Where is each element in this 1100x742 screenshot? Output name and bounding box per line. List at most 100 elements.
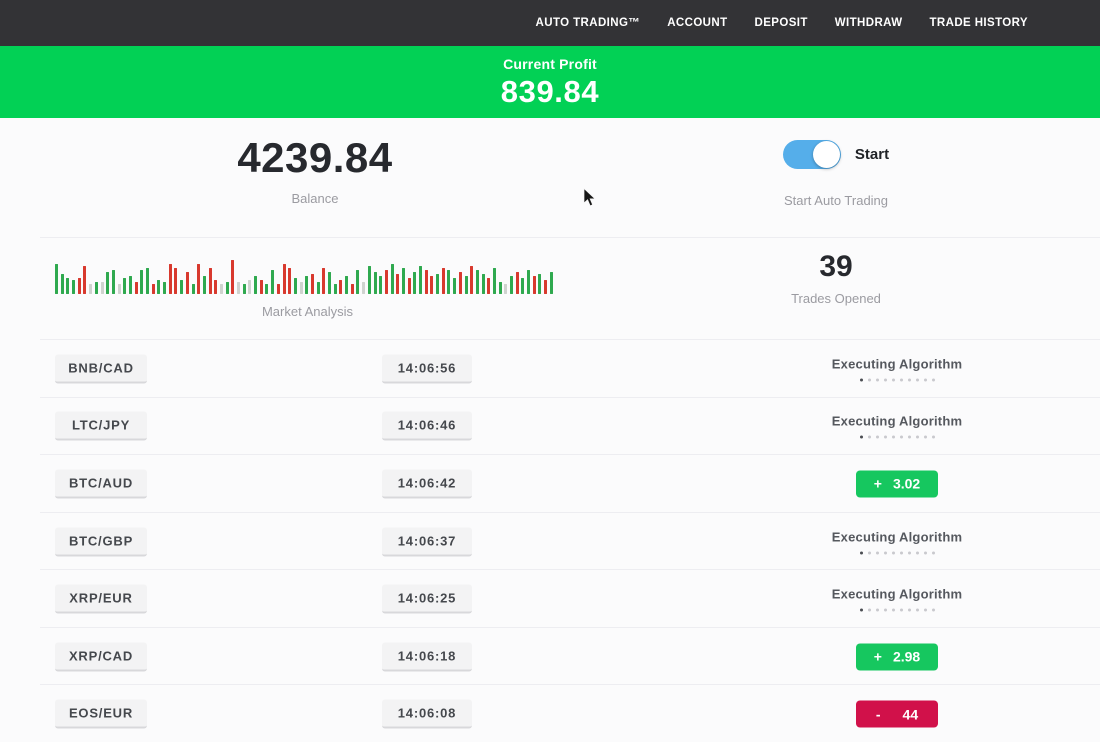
market-analysis-caption: Market Analysis: [261, 304, 354, 319]
candle-bar: [390, 264, 394, 294]
candle-bar: [168, 264, 172, 294]
pair-badge: LTC/JPY: [55, 411, 147, 441]
candle-bar: [123, 278, 127, 294]
candle-bar: [60, 274, 64, 294]
candle-bar: [89, 284, 93, 294]
progress-dots: [832, 551, 962, 555]
current-profit-value: 839.84: [500, 74, 600, 109]
market-analysis-group: Market Analysis: [55, 258, 560, 319]
section-divider: [40, 237, 1100, 238]
candle-bar: [197, 264, 201, 294]
time-badge: 14:06:56: [382, 354, 472, 384]
candle-bar: [498, 282, 502, 294]
auto-trading-group: Start Start Auto Trading: [741, 140, 931, 208]
candle-bar: [55, 264, 58, 294]
candle-bar: [163, 282, 167, 294]
candle-bar: [140, 270, 144, 294]
balance-group: 4239.84 Balance: [180, 134, 450, 206]
trade-result: Executing Algorithm: [797, 587, 997, 612]
stats-row-balance: 4239.84 Balance Start Start Auto Trading: [0, 118, 1100, 237]
candle-bar: [430, 276, 434, 294]
candle-bar: [276, 284, 280, 294]
candle-bar: [544, 280, 548, 294]
candle-bar: [447, 270, 451, 294]
nav-item-withdraw[interactable]: WITHDRAW: [834, 17, 903, 29]
candle-bar: [521, 278, 525, 294]
candle-bar: [367, 266, 371, 294]
balance-value: 4239.84: [237, 134, 393, 181]
candle-bar: [310, 274, 314, 294]
loss-badge: -44: [856, 700, 938, 728]
candle-bar: [328, 272, 331, 294]
candle-bar: [259, 280, 263, 294]
candle-bar: [83, 266, 87, 294]
candle-bar: [254, 276, 258, 294]
candle-bar: [191, 284, 195, 294]
candle-bar: [436, 274, 440, 294]
candle-bar: [339, 280, 343, 294]
candle-bar: [288, 268, 292, 294]
nav-item-auto-trading[interactable]: AUTO TRADING™: [535, 17, 641, 29]
executing-status: Executing Algorithm: [832, 529, 962, 555]
nav-item-trade-history[interactable]: TRADE HISTORY: [929, 17, 1028, 29]
trade-result: +2.98: [797, 643, 997, 671]
candle-bar: [407, 278, 411, 294]
trades-opened-caption: Trades Opened: [791, 291, 881, 306]
candle-bar: [77, 278, 81, 294]
market-analysis-bars: [55, 258, 560, 294]
candle-bar: [356, 270, 360, 294]
table-row: XRP/EUR 14:06:25 Executing Algorithm: [0, 570, 1100, 628]
candle-bar: [66, 278, 70, 294]
candle-bar: [373, 272, 377, 294]
candle-bar: [185, 272, 189, 294]
candle-bar: [265, 284, 269, 294]
candle-bar: [379, 276, 383, 294]
nav-item-deposit[interactable]: DEPOSIT: [754, 17, 808, 29]
candle-bar: [384, 270, 388, 294]
candle-bar: [94, 282, 98, 294]
candle-bar: [106, 272, 110, 294]
candle-bar: [316, 282, 320, 294]
candle-bar: [208, 268, 212, 294]
pair-badge: EOS/EUR: [55, 699, 147, 729]
candle-bar: [396, 274, 400, 294]
candle-bar: [458, 272, 462, 294]
profit-badge: +3.02: [856, 470, 938, 498]
candle-bar: [549, 272, 553, 294]
time-badge: 14:06:18: [382, 642, 472, 672]
candle-bar: [146, 268, 149, 294]
candle-bar: [362, 282, 366, 294]
time-badge: 14:06:08: [382, 699, 472, 729]
candle-bar: [202, 276, 206, 294]
executing-status: Executing Algorithm: [832, 414, 962, 439]
candle-bar: [242, 284, 246, 294]
candle-bar: [293, 278, 297, 294]
candle-bar: [231, 260, 235, 294]
balance-caption: Balance: [291, 191, 339, 206]
candle-bar: [453, 278, 457, 294]
candle-bar: [282, 264, 286, 294]
nav-item-account[interactable]: ACCOUNT: [667, 17, 728, 29]
profit-banner: Current Profit 839.84: [0, 46, 1100, 118]
candle-bar: [333, 284, 337, 294]
candle-bar: [100, 282, 104, 294]
candle-bar: [322, 268, 326, 294]
candle-bar: [538, 274, 542, 294]
candle-bar: [214, 280, 218, 294]
time-badge: 14:06:46: [382, 411, 472, 441]
progress-dots: [832, 608, 962, 612]
candle-bar: [248, 280, 252, 294]
trade-result: +3.02: [797, 470, 997, 498]
candle-bar: [111, 270, 115, 294]
candle-bar: [72, 280, 76, 294]
top-nav: AUTO TRADING™ ACCOUNT DEPOSIT WITHDRAW T…: [0, 0, 1100, 46]
candle-bar: [475, 270, 479, 294]
candle-bar: [481, 274, 485, 294]
auto-trading-caption: Start Auto Trading: [783, 193, 889, 208]
trades-list: BNB/CAD 14:06:56 Executing Algorithm LTC…: [0, 340, 1100, 742]
candle-bar: [350, 284, 354, 294]
candle-bar: [237, 282, 240, 294]
auto-trading-toggle[interactable]: [782, 140, 841, 169]
candle-bar: [424, 270, 428, 294]
candle-bar: [464, 276, 468, 294]
